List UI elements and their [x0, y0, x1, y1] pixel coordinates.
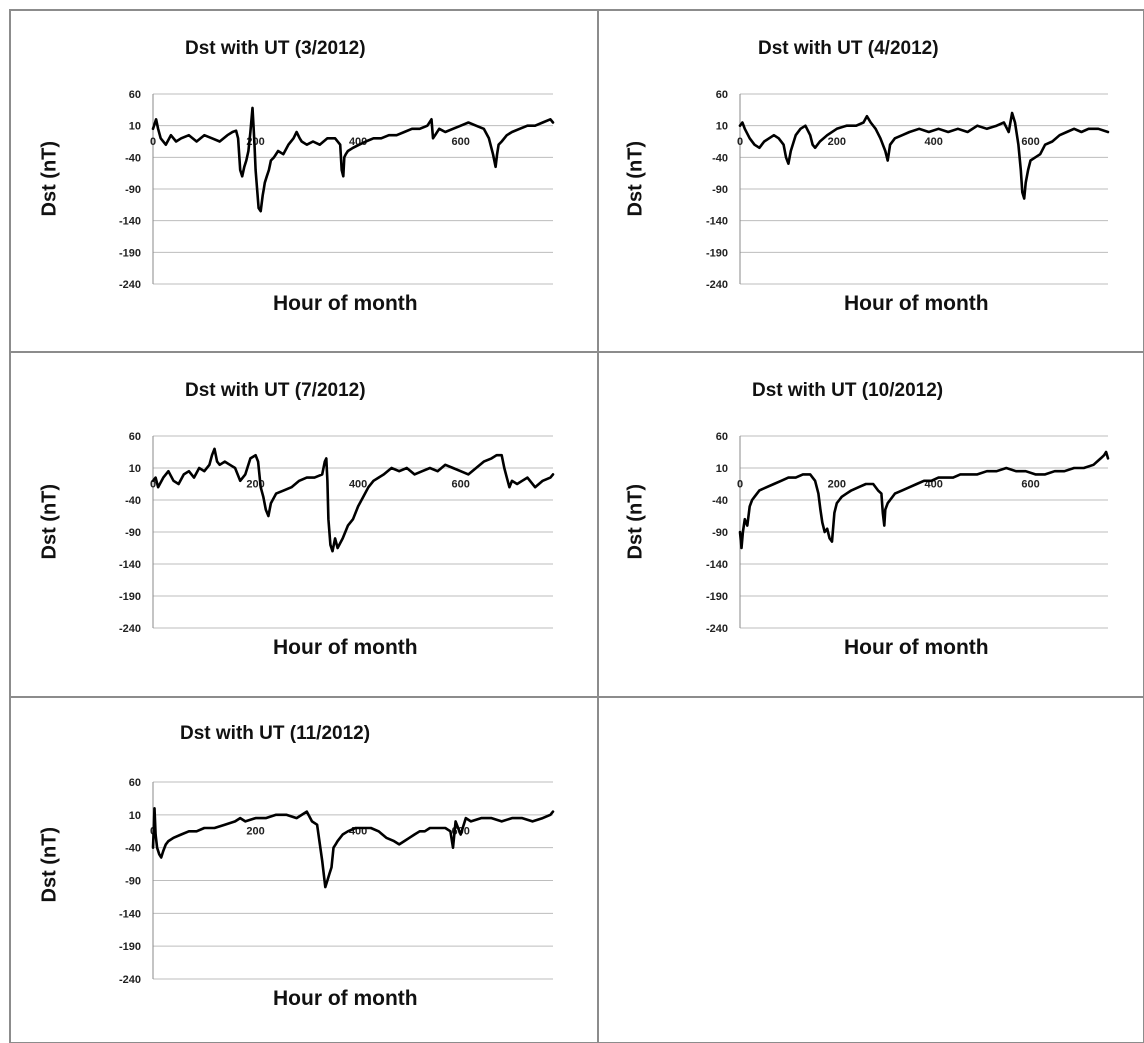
y-tick-label: -40 [712, 495, 728, 507]
y-tick-label: -240 [706, 279, 728, 291]
y-tick-label: -190 [119, 941, 141, 953]
dst-series-line [738, 450, 1110, 550]
y-tick-label: 60 [129, 431, 141, 443]
y-tick-label: -240 [119, 279, 141, 291]
x-tick-label: 400 [349, 478, 367, 490]
y-tick-label: 10 [129, 810, 141, 822]
x-tick-label: 200 [828, 136, 846, 148]
chart-panel-nov-2012: Dst with UT (11/2012) Dst (nT) Hour of m… [10, 697, 598, 1043]
y-tick-label: -40 [125, 843, 141, 855]
y-tick-label: -240 [706, 623, 728, 635]
y-tick-label: 60 [129, 89, 141, 101]
chart-title: Dst with UT (3/2012) [185, 38, 366, 59]
x-tick-label: 0 [737, 136, 743, 148]
chart-panel-jul-2012: Dst with UT (7/2012) Dst (nT) Hour of mo… [10, 352, 598, 697]
x-tick-label: 600 [452, 478, 470, 490]
y-tick-label: -190 [706, 591, 728, 603]
y-tick-label: -90 [125, 876, 141, 888]
y-tick-label: 10 [129, 463, 141, 475]
x-axis-label: Hour of month [273, 987, 418, 1010]
y-tick-label: 60 [716, 431, 728, 443]
dst-series-line [738, 111, 1110, 200]
x-axis-label: Hour of month [273, 636, 418, 659]
y-tick-label: 60 [129, 777, 141, 789]
y-tick-label: -140 [706, 216, 728, 228]
x-tick-label: 600 [452, 136, 470, 148]
x-tick-label: 600 [1021, 478, 1039, 490]
chart-title: Dst with UT (7/2012) [185, 380, 366, 401]
y-tick-label: 10 [716, 463, 728, 475]
chart-panel-oct-2012: Dst with UT (10/2012) Dst (nT) Hour of m… [598, 352, 1144, 697]
y-tick-label: -240 [119, 623, 141, 635]
chart-title: Dst with UT (4/2012) [758, 38, 939, 59]
y-tick-label: 60 [716, 89, 728, 101]
y-tick-label: -190 [119, 591, 141, 603]
y-tick-label: -90 [125, 184, 141, 196]
x-axis-label: Hour of month [844, 292, 989, 315]
y-tick-label: -140 [119, 559, 141, 571]
y-tick-label: -90 [712, 184, 728, 196]
y-tick-label: -40 [712, 152, 728, 164]
dst-series-line [151, 807, 555, 889]
chart-title: Dst with UT (10/2012) [752, 380, 944, 401]
chart-plot: 60 10 -40 -90 -140 -190 -240 0 200 400 600 [706, 89, 1110, 291]
x-tick-label: 600 [1021, 136, 1039, 148]
chart-panel-mar-2012: Dst with UT (3/2012) Dst (nT) Hour of mo… [10, 10, 598, 352]
x-tick-label: 200 [828, 478, 846, 490]
y-tick-label: -240 [119, 974, 141, 986]
y-tick-label: -190 [706, 247, 728, 259]
y-tick-label: -40 [125, 495, 141, 507]
x-tick-label: 0 [150, 478, 156, 490]
y-tick-label: -140 [706, 559, 728, 571]
y-tick-label: 10 [129, 121, 141, 133]
y-tick-label: -40 [125, 152, 141, 164]
y-tick-label: -90 [125, 527, 141, 539]
y-tick-label: -190 [119, 247, 141, 259]
x-tick-label: 200 [246, 825, 264, 837]
y-tick-label: -140 [119, 908, 141, 920]
y-tick-label: -90 [712, 527, 728, 539]
x-axis-label: Hour of month [273, 292, 418, 315]
y-tick-label: -140 [119, 216, 141, 228]
x-axis-label: Hour of month [844, 636, 989, 659]
dst-series-line [151, 106, 555, 213]
x-tick-label: 0 [150, 136, 156, 148]
x-tick-label: 400 [349, 136, 367, 148]
chart-panel-apr-2012: Dst with UT (4/2012) Dst (nT) Hour of mo… [598, 10, 1144, 352]
chart-title: Dst with UT (11/2012) [180, 723, 371, 744]
x-tick-label: 0 [737, 478, 743, 490]
y-tick-label: 10 [716, 121, 728, 133]
dst-series-line [151, 447, 555, 553]
x-tick-label: 400 [925, 136, 943, 148]
